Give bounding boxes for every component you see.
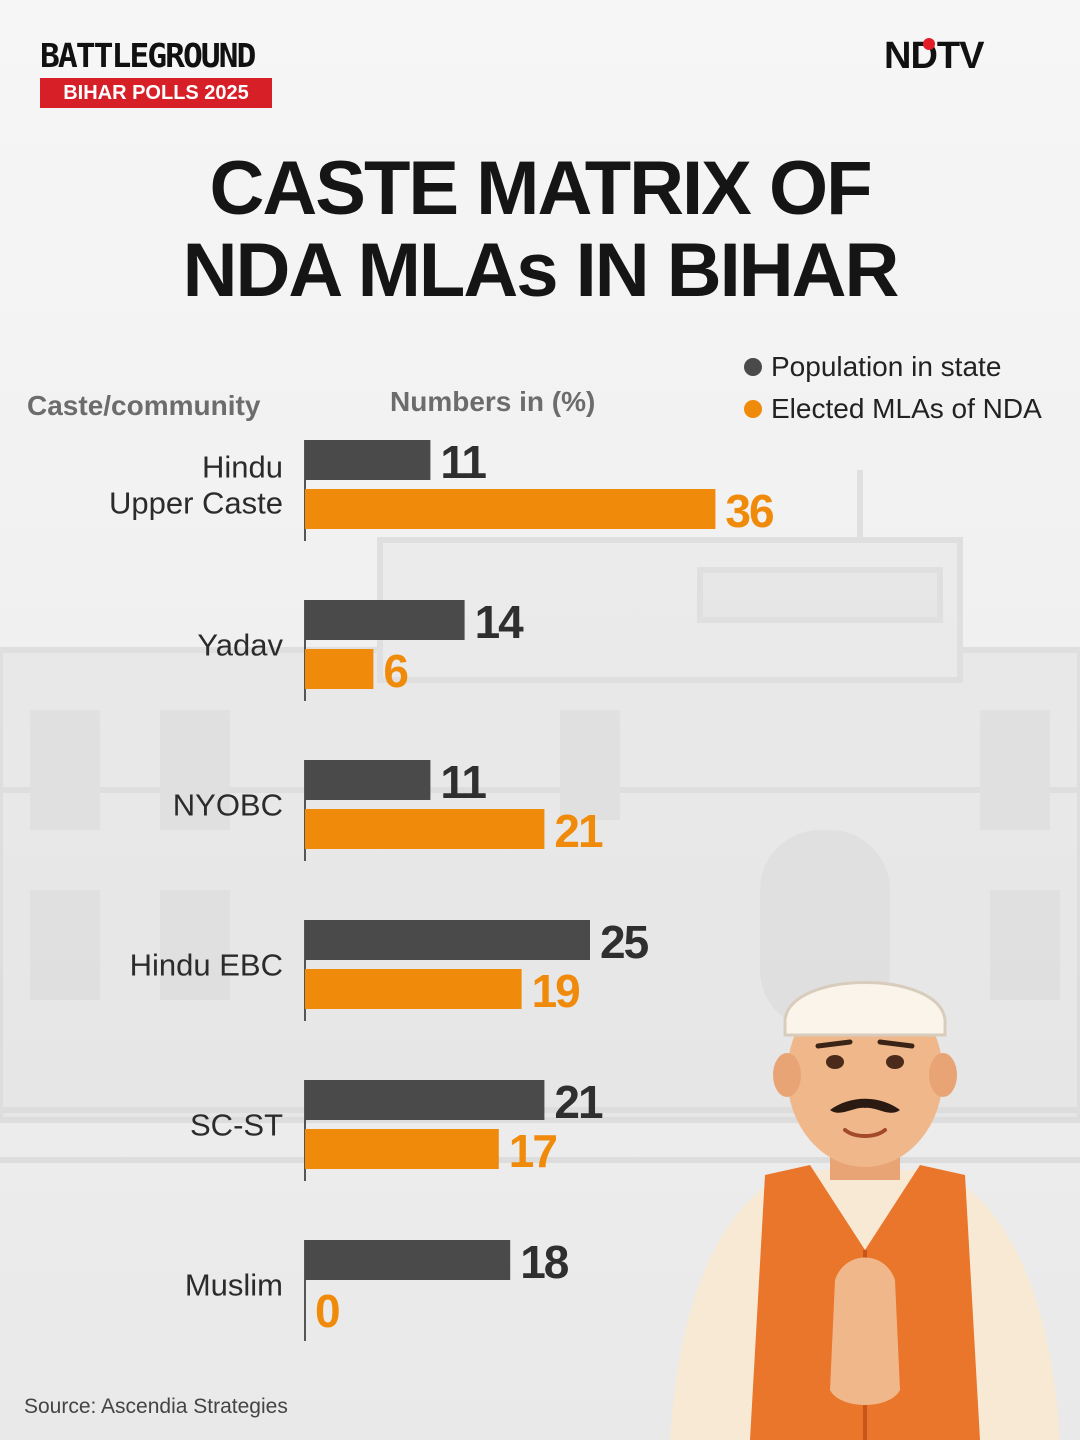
assembly-building-backdrop <box>0 470 1080 1163</box>
category-column-header: Caste/community <box>27 390 261 421</box>
source-note: Source: Ascendia Strategies <box>24 1395 288 1418</box>
page-title: CASTE MATRIX OF NDA MLAs IN BIHAR <box>0 148 1080 312</box>
bar-population-yadav <box>305 600 465 640</box>
bar-population-hindu-ebc <box>305 920 590 960</box>
legend-swatch-population-icon <box>744 358 762 376</box>
legend-item-mlas: Elected MLAs of NDA <box>744 390 1042 428</box>
legend-item-population: Population in state <box>744 348 1042 386</box>
value-label-population-yadav: 14 <box>475 596 525 648</box>
legend-label-mlas: Elected MLAs of NDA <box>771 393 1042 424</box>
brand-subtitle: BIHAR POLLS 2025 <box>40 78 272 108</box>
bar-population-sc-st <box>305 1080 545 1120</box>
ndtv-logo: NDTV <box>884 36 1044 76</box>
value-label-population-muslim: 18 <box>520 1236 569 1288</box>
battleground-brand: BATTLEGROUND BIHAR POLLS 2025 <box>40 38 272 108</box>
category-label-hindu-upper-caste-line-2: Upper Caste <box>109 486 283 521</box>
category-label-yadav: Yadav <box>197 628 283 663</box>
bar-mlas-hindu-ebc <box>305 969 522 1009</box>
value-label-population-hindu-upper-caste: 11 <box>440 436 486 488</box>
value-label-mlas-hindu-ebc: 19 <box>532 965 580 1017</box>
category-label-hindu-ebc: Hindu EBC <box>130 948 283 983</box>
category-label-sc-st: SC-ST <box>190 1108 283 1143</box>
greeting-man-illustration <box>670 981 1060 1440</box>
bar-population-hindu-upper-caste <box>305 440 431 480</box>
bar-mlas-sc-st <box>305 1129 499 1169</box>
category-label-muslim: Muslim <box>185 1268 283 1303</box>
bar-population-nyobc <box>305 760 431 800</box>
title-line-2: NDA MLAs IN BIHAR <box>182 228 900 313</box>
value-label-population-sc-st: 21 <box>554 1076 603 1128</box>
bar-mlas-nyobc <box>305 809 545 849</box>
title-line-1: CASTE MATRIX OF <box>209 146 872 231</box>
value-label-mlas-sc-st: 17 <box>509 1125 557 1177</box>
bar-mlas-hindu-upper-caste <box>305 489 716 529</box>
legend-label-population: Population in state <box>771 351 1002 382</box>
brand-title: BATTLEGROUND <box>40 36 256 75</box>
value-label-mlas-nyobc: 21 <box>554 805 603 857</box>
value-label-population-nyobc: 11 <box>440 756 486 808</box>
logo-dot-icon <box>923 38 935 50</box>
value-label-mlas-hindu-upper-caste: 36 <box>725 485 773 537</box>
values-column-header: Numbers in (%) <box>390 386 596 417</box>
value-label-mlas-yadav: 6 <box>383 645 407 697</box>
category-label-nyobc: NYOBC <box>173 788 283 823</box>
category-label-hindu-upper-caste-line-1: Hindu <box>202 450 283 485</box>
value-label-population-hindu-ebc: 25 <box>600 916 649 968</box>
value-label-mlas-muslim: 0 <box>315 1285 339 1337</box>
chart-legend: Population in state Elected MLAs of NDA <box>744 348 1042 432</box>
legend-swatch-mlas-icon <box>744 400 762 418</box>
bar-mlas-yadav <box>305 649 374 689</box>
bar-population-muslim <box>305 1240 511 1280</box>
